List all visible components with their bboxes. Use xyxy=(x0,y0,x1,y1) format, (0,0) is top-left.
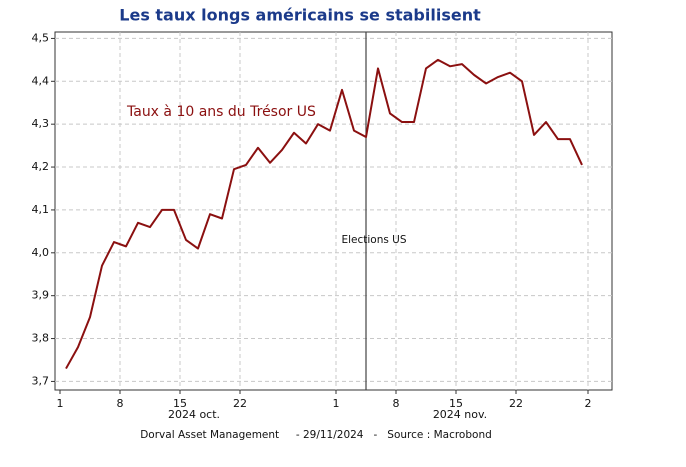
y-tick-label: 4,2 xyxy=(32,160,50,173)
x-tick-label: 15 xyxy=(449,397,463,410)
x-group-label: 2024 nov. xyxy=(433,408,487,421)
x-tick-label: 15 xyxy=(173,397,187,410)
x-group-label: 2024 oct. xyxy=(168,408,220,421)
x-tick-label: 2 xyxy=(585,397,592,410)
y-tick-label: 3,9 xyxy=(32,289,50,302)
series-label: Taux à 10 ans du Trésor US xyxy=(126,104,316,120)
annotation: Elections US xyxy=(341,234,406,246)
y-tick-label: 4,0 xyxy=(32,246,50,259)
x-tick-label: 8 xyxy=(393,397,400,410)
series-line xyxy=(65,58,583,370)
x-tick-label: 1 xyxy=(333,397,340,410)
source: Dorval Asset Management - 29/11/2024 - S… xyxy=(140,429,492,441)
chart-title: Les taux longs américains se stabilisent xyxy=(119,6,481,25)
y-tick-label: 3,8 xyxy=(32,332,50,345)
plot-frame xyxy=(54,31,613,391)
y-tick-label: 4,5 xyxy=(32,31,50,44)
x-tick-label: 22 xyxy=(509,397,523,410)
y-tick-label: 4,1 xyxy=(32,203,50,216)
x-tick-label: 22 xyxy=(233,397,247,410)
y-tick-label: 4,3 xyxy=(32,117,50,130)
y-tick-label: 3,7 xyxy=(32,374,50,387)
y-tick-label: 4,4 xyxy=(32,74,50,87)
x-tick-label: 8 xyxy=(117,397,124,410)
x-tick-label: 1 xyxy=(57,397,64,410)
